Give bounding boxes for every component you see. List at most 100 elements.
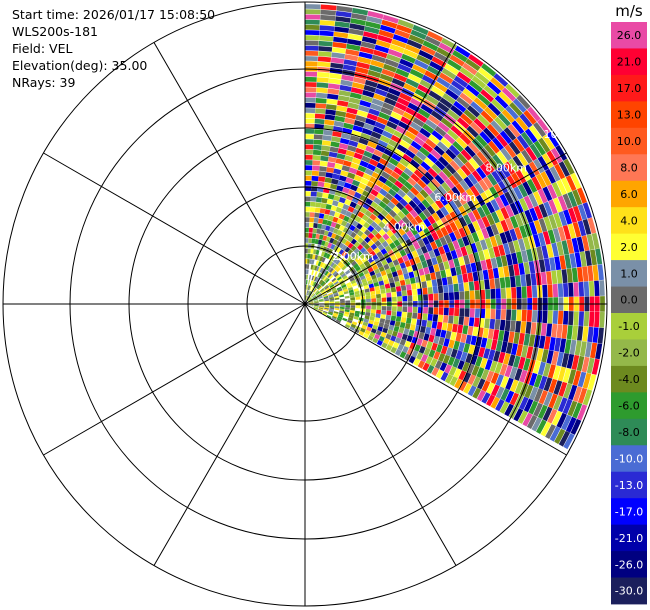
velocity-gate [414, 344, 421, 352]
velocity-gate [391, 184, 400, 193]
velocity-gate [489, 278, 496, 289]
velocity-gate [307, 248, 311, 254]
velocity-gate [308, 301, 314, 304]
velocity-gate [523, 262, 530, 275]
velocity-gate [367, 205, 376, 214]
velocity-gate [328, 83, 341, 90]
velocity-gate [437, 121, 450, 133]
velocity-gate [406, 221, 415, 230]
velocity-gate [337, 180, 346, 187]
velocity-gate [351, 130, 362, 138]
velocity-gate [597, 327, 604, 344]
velocity-gate [326, 98, 338, 105]
velocity-gate [377, 326, 383, 332]
velocity-gate [433, 293, 439, 301]
velocity-gate [449, 211, 459, 222]
velocity-gate [448, 84, 462, 97]
velocity-gate [543, 391, 553, 407]
velocity-gate [338, 90, 351, 97]
velocity-gate [331, 233, 337, 239]
velocity-gate [511, 343, 518, 356]
velocity-gate [329, 307, 335, 310]
velocity-gate [365, 291, 371, 296]
velocity-gate [316, 292, 321, 296]
velocity-gate [510, 276, 516, 288]
velocity-gate [551, 410, 563, 426]
velocity-gate [584, 250, 592, 266]
velocity-gate [319, 234, 324, 240]
velocity-gate [311, 275, 315, 281]
velocity-gate [403, 83, 417, 93]
velocity-gate [307, 290, 310, 296]
velocity-gate [542, 310, 548, 324]
velocity-gate [490, 339, 498, 351]
velocity-gate [317, 310, 323, 314]
velocity-gate [320, 281, 325, 286]
velocity-gate [445, 374, 454, 384]
velocity-gate [417, 108, 431, 119]
velocity-gate [319, 300, 324, 303]
velocity-gate [474, 71, 490, 85]
velocity-gate [556, 241, 564, 256]
velocity-gate [401, 53, 416, 64]
colorbar-swatch [611, 233, 647, 261]
velocity-gate [363, 243, 371, 250]
velocity-gate [515, 275, 521, 287]
velocity-gate [404, 246, 411, 255]
velocity-gate [475, 356, 483, 367]
velocity-gate [498, 266, 505, 278]
velocity-gate [595, 343, 603, 360]
velocity-gate [352, 254, 359, 261]
velocity-gate [391, 39, 407, 49]
velocity-gate [465, 263, 472, 274]
velocity-gate [323, 129, 333, 136]
velocity-gate [313, 297, 318, 301]
velocity-gate [314, 113, 326, 119]
velocity-gate [541, 349, 549, 363]
velocity-gate [393, 193, 403, 202]
velocity-gate [338, 213, 345, 220]
velocity-gate [308, 280, 311, 285]
velocity-gate [439, 195, 449, 206]
velocity-gate [456, 168, 468, 180]
velocity-gate [451, 80, 465, 92]
velocity-gate [334, 190, 342, 197]
velocity-gate [446, 276, 453, 285]
velocity-gate [473, 252, 481, 263]
velocity-gate [313, 306, 319, 308]
velocity-gate [337, 95, 350, 102]
velocity-gate [370, 201, 379, 209]
velocity-gate [570, 418, 582, 435]
velocity-gate [561, 177, 572, 193]
velocity-gate [549, 257, 556, 271]
velocity-gate [578, 281, 584, 297]
velocity-gate [312, 165, 320, 171]
velocity-gate [359, 100, 372, 108]
velocity-gate [341, 238, 348, 245]
velocity-gate [305, 24, 320, 30]
velocity-gate [410, 218, 419, 227]
velocity-gate [495, 374, 504, 387]
velocity-gate [305, 128, 315, 134]
velocity-gate [389, 218, 398, 226]
velocity-gate [368, 108, 380, 117]
velocity-gate [324, 209, 331, 215]
velocity-gate [550, 147, 563, 164]
velocity-gate [404, 203, 414, 213]
velocity-gate [456, 71, 472, 84]
velocity-gate [428, 250, 436, 259]
velocity-gate [374, 333, 381, 340]
velocity-gate [435, 328, 442, 337]
velocity-gate [316, 266, 320, 272]
velocity-gate [364, 329, 371, 335]
velocity-gate [346, 321, 352, 326]
velocity-gate [428, 293, 434, 301]
velocity-gate [496, 151, 508, 164]
velocity-gate [494, 116, 507, 130]
velocity-gate [453, 340, 460, 350]
velocity-gate [450, 267, 457, 277]
velocity-gate [418, 212, 427, 221]
velocity-gate [470, 101, 484, 114]
velocity-gate [429, 192, 439, 202]
velocity-gate [447, 242, 455, 252]
